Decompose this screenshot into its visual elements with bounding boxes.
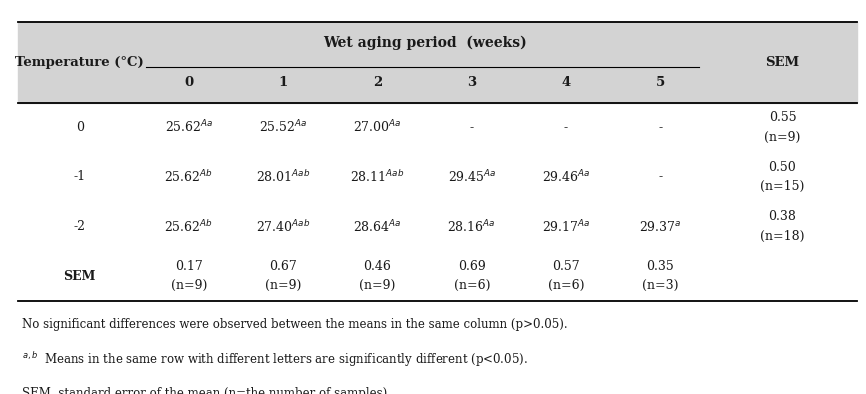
Text: 0.46: 0.46: [364, 260, 391, 273]
Text: (n=9): (n=9): [359, 279, 396, 292]
Text: (n=15): (n=15): [760, 180, 805, 193]
Text: 0.50: 0.50: [768, 161, 797, 174]
Text: 0.38: 0.38: [768, 210, 797, 223]
Text: 2: 2: [373, 76, 382, 89]
Text: 25.62$^{Ab}$: 25.62$^{Ab}$: [165, 219, 214, 234]
Text: 0.17: 0.17: [175, 260, 203, 273]
Text: (n=6): (n=6): [454, 279, 490, 292]
Text: -1: -1: [74, 171, 86, 184]
Text: -: -: [658, 121, 662, 134]
Text: -: -: [564, 121, 568, 134]
Text: 3: 3: [468, 76, 476, 89]
Text: 0.55: 0.55: [769, 112, 796, 125]
Text: (n=9): (n=9): [265, 279, 301, 292]
Text: 27.40$^{Aab}$: 27.40$^{Aab}$: [256, 219, 310, 234]
Text: 25.62$^{Aa}$: 25.62$^{Aa}$: [165, 119, 213, 136]
Text: 25.52$^{Aa}$: 25.52$^{Aa}$: [259, 119, 307, 136]
Text: -2: -2: [74, 220, 86, 233]
Text: (n=6): (n=6): [548, 279, 585, 292]
Text: (n=9): (n=9): [171, 279, 207, 292]
Text: Wet aging period  (weeks): Wet aging period (weeks): [323, 35, 527, 50]
Text: 28.64$^{Aa}$: 28.64$^{Aa}$: [353, 218, 402, 235]
Text: 1: 1: [279, 76, 288, 89]
Text: 29.37$^{a}$: 29.37$^{a}$: [639, 219, 682, 234]
Text: 28.16$^{Aa}$: 28.16$^{Aa}$: [448, 218, 496, 235]
Text: 29.17$^{Aa}$: 29.17$^{Aa}$: [542, 218, 591, 235]
Text: 5: 5: [656, 76, 665, 89]
Text: 0: 0: [184, 76, 193, 89]
Text: Temperature (°C): Temperature (°C): [16, 56, 144, 69]
Text: SEM: SEM: [63, 269, 96, 282]
Text: (n=9): (n=9): [765, 130, 801, 143]
Text: 27.00$^{Aa}$: 27.00$^{Aa}$: [353, 119, 402, 136]
Text: 29.45$^{Aa}$: 29.45$^{Aa}$: [448, 169, 496, 185]
Text: 0.69: 0.69: [458, 260, 486, 273]
Text: 25.62$^{Ab}$: 25.62$^{Ab}$: [165, 169, 214, 185]
Text: 28.11$^{Aab}$: 28.11$^{Aab}$: [351, 169, 404, 185]
Text: No significant differences were observed between the means in the same column (p: No significant differences were observed…: [22, 318, 567, 331]
Text: SEM, standard error of the mean (n=the number of samples).: SEM, standard error of the mean (n=the n…: [22, 387, 391, 394]
Text: 0.67: 0.67: [269, 260, 297, 273]
Text: 4: 4: [561, 76, 571, 89]
Text: -: -: [658, 171, 662, 184]
Text: -: -: [469, 121, 474, 134]
Text: (n=3): (n=3): [642, 279, 679, 292]
Text: 0.35: 0.35: [646, 260, 675, 273]
Text: $^{a,b}$  Means in the same row with different letters are significantly differe: $^{a,b}$ Means in the same row with diff…: [22, 349, 527, 368]
Text: 28.01$^{Aab}$: 28.01$^{Aab}$: [256, 169, 310, 185]
Bar: [17, 22, 857, 102]
Text: SEM: SEM: [766, 56, 799, 69]
Text: 0: 0: [75, 121, 84, 134]
Text: 0.57: 0.57: [553, 260, 580, 273]
Text: 29.46$^{Aa}$: 29.46$^{Aa}$: [542, 169, 591, 185]
Text: (n=18): (n=18): [760, 230, 805, 243]
